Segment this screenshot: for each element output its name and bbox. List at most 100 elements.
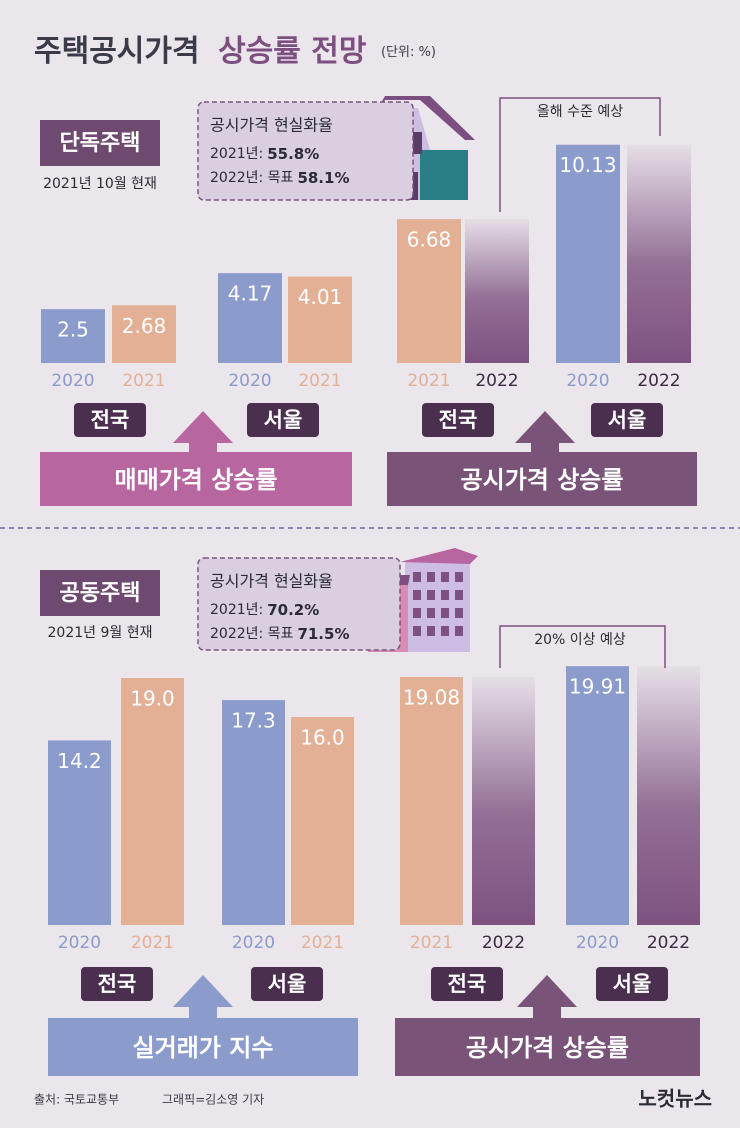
value-label: 10.13 (559, 153, 616, 177)
forecast-bar (472, 676, 535, 925)
title-main: 주택공시가격 (34, 34, 200, 69)
value-label: 19.0 (130, 687, 175, 711)
section-label: 단독주택 (60, 131, 141, 156)
info-title: 공시가격 현실화율 (210, 116, 333, 135)
info-title: 공시가격 현실화율 (210, 572, 333, 591)
bar (566, 666, 629, 925)
group-label: 서울 (608, 408, 647, 432)
forecast-bar (637, 666, 700, 925)
as-of: 2021년 10월 현재 (43, 176, 157, 192)
info-row-value: 55.8% (267, 145, 319, 163)
group-label: 서울 (268, 972, 307, 996)
x-tick-label: 2022 (475, 371, 518, 391)
note-bg (525, 102, 635, 122)
bar (121, 678, 184, 925)
info-row: 2022년: 목표 58.1% (210, 169, 349, 187)
x-tick-label: 2020 (566, 371, 609, 391)
arrow (173, 411, 233, 452)
panel (40, 452, 352, 506)
group-label-box (596, 967, 668, 1001)
group-label-box (251, 967, 323, 1001)
x-tick-label: 2022 (647, 933, 690, 953)
group-label: 전국 (448, 972, 487, 996)
x-tick-label: 2022 (637, 371, 680, 391)
value-label: 2.5 (57, 318, 89, 342)
group-label: 전국 (98, 972, 137, 996)
panel (387, 452, 697, 506)
x-tick-label: 2021 (301, 933, 344, 953)
arrow (173, 975, 233, 1018)
x-tick-label: 2020 (51, 371, 94, 391)
info-row-value: 70.2% (267, 601, 319, 619)
info-row-label: 2022년: 목표 (210, 170, 294, 186)
bar (556, 144, 620, 363)
info-row-label: 2022년: 목표 (210, 626, 294, 642)
info-row: 2021년: 55.8% (210, 145, 319, 163)
value-label: 6.68 (407, 228, 452, 252)
x-tick-label: 2021 (298, 371, 341, 391)
group-label: 서울 (613, 972, 652, 996)
forecast-bar (627, 144, 691, 363)
info-row: 2021년: 70.2% (210, 601, 319, 619)
x-tick-label: 2020 (232, 933, 275, 953)
forecast-bracket (499, 97, 661, 212)
value-label: 2.68 (122, 314, 167, 338)
arrow (515, 411, 575, 452)
x-tick-label: 2020 (228, 371, 271, 391)
bar (112, 305, 176, 363)
value-label: 19.08 (403, 685, 460, 709)
group-label-box (431, 967, 503, 1001)
info-box (197, 557, 401, 651)
x-tick-label: 2021 (131, 933, 174, 953)
value-label: 14.2 (57, 749, 102, 773)
value-label: 19.91 (569, 675, 626, 699)
value-label: 17.3 (231, 709, 276, 733)
group-label: 전국 (439, 408, 478, 432)
group-label-box (247, 403, 319, 437)
group-label: 서울 (264, 408, 303, 432)
bar (291, 717, 354, 925)
x-tick-label: 2021 (122, 371, 165, 391)
x-tick-label: 2021 (407, 371, 450, 391)
bar (218, 273, 282, 363)
group-label-box (74, 403, 146, 437)
x-tick-label: 2021 (410, 933, 453, 953)
info-box (197, 101, 414, 201)
section-label: 공동주택 (60, 581, 141, 606)
info-row-value: 58.1% (297, 169, 349, 187)
bar (41, 309, 105, 363)
as-of: 2021년 9월 현재 (48, 625, 153, 641)
x-tick-label: 2022 (482, 933, 525, 953)
panel (395, 1018, 700, 1076)
bar (288, 276, 352, 363)
panel (48, 1018, 358, 1076)
forecast-bar (465, 219, 529, 363)
group-label-box (422, 403, 494, 437)
bar (48, 740, 111, 925)
arrow (517, 975, 577, 1018)
title: 주택공시가격 상승률 전망 (단위: %) (34, 34, 436, 69)
group-label: 전국 (91, 408, 130, 432)
panel-title: 실거래가 지수 (133, 1034, 274, 1062)
forecast-note: 올해 수준 예상 (537, 104, 623, 120)
value-label: 4.01 (298, 285, 343, 309)
value-label: 4.17 (228, 282, 273, 306)
panel-title: 매매가격 상승률 (115, 466, 278, 494)
value-label: 16.0 (300, 726, 345, 750)
group-label-box (591, 403, 663, 437)
note-bg (525, 630, 635, 650)
title-accent: 상승률 전망 (218, 34, 367, 69)
source: 출처: 국토교통부 (34, 1093, 119, 1107)
info-row-label: 2021년: (210, 146, 263, 162)
x-tick-label: 2020 (576, 933, 619, 953)
info-row-label: 2021년: (210, 602, 263, 618)
section-label-box (40, 570, 160, 616)
section-label-box (40, 120, 160, 166)
logo: 노컷뉴스 (638, 1087, 712, 1111)
forecast-note: 20% 이상 예상 (534, 632, 626, 648)
bar (397, 219, 461, 363)
bar (400, 676, 463, 925)
info-row: 2022년: 목표 71.5% (210, 625, 349, 643)
x-tick-label: 2020 (58, 933, 101, 953)
